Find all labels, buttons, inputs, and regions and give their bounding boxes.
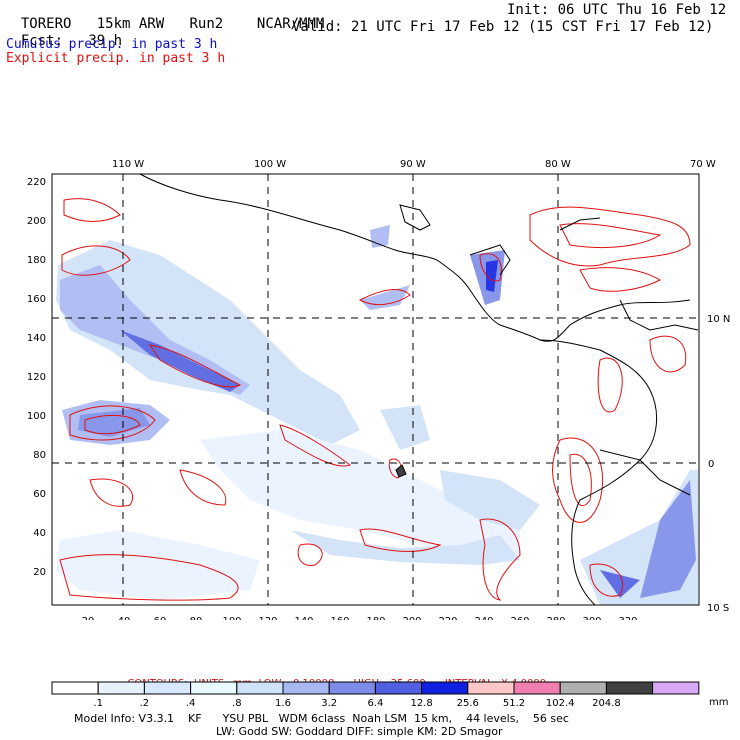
y-tick: 200 <box>27 216 46 227</box>
x-tick: 120 <box>258 616 277 620</box>
colorbar-label: 3.2 <box>321 698 337 709</box>
map-plot-area <box>51 173 700 606</box>
colorbar-label: 6.4 <box>367 698 383 709</box>
x-tick: 180 <box>366 616 385 620</box>
colorbar-label: .1 <box>93 698 103 709</box>
x-tick: 60 <box>154 616 167 620</box>
x-tick: 20 <box>82 616 95 620</box>
x-tick: 200 <box>402 616 421 620</box>
colorbar-swatch <box>374 681 423 695</box>
x-tick: 260 <box>510 616 529 620</box>
lat-label-0: 0 <box>708 459 714 470</box>
header-model: TORERO 15km ARW Run2 NCAR/MMM <box>4 3 324 31</box>
colorbar-label: 12.8 <box>410 698 432 709</box>
colorbar-boxes <box>51 681 700 695</box>
x-tick: 100 <box>222 616 241 620</box>
colorbar-swatch <box>559 681 607 695</box>
fcst-label: Fcst: <box>20 33 64 49</box>
colorbar-label: 25.6 <box>457 698 479 709</box>
run-label: Run2 <box>189 16 224 32</box>
field-explicit-label: Explicit precip. in past 3 h <box>6 51 226 66</box>
x-tick: 40 <box>118 616 131 620</box>
field-cumulus-label: Cumulus precip. in past 3 h <box>6 37 218 52</box>
x-tick: 160 <box>330 616 349 620</box>
lat-label-10s: 10 S <box>707 603 729 614</box>
x-tick: 80 <box>190 616 203 620</box>
y-tick: 40 <box>33 528 46 539</box>
y-tick: 180 <box>27 255 46 266</box>
y-tick: 60 <box>33 489 46 500</box>
x-tick: 300 <box>582 616 601 620</box>
colorbar-label: .8 <box>232 698 242 709</box>
colorbar-labels: .1 .2 .4 .8 1.6 3.2 6.4 12.8 25.6 51.2 102.4 204.8 <box>93 698 620 709</box>
resolution: 15km ARW <box>96 16 165 32</box>
colorbar-label: .2 <box>140 698 150 709</box>
colorbar-label: 1.6 <box>275 698 291 709</box>
lon-label-100w: 100 W <box>254 159 286 170</box>
y-tick-labels: 220 200 180 160 140 120 100 80 60 40 20 <box>27 177 46 578</box>
valid-time: Valid: 21 UTC Fri 17 Feb 12 (15 CST Fri … <box>292 19 714 35</box>
colorbar-swatch <box>652 681 700 695</box>
colorbar: .1.2.4.8 1.6 3.2 6.4 12.8 25.6 51.2 102.4 204.8 … <box>51 681 728 709</box>
y-tick: 160 <box>27 294 46 305</box>
latlon-grid <box>52 174 699 605</box>
model-info-line1: Model Info: V3.3.1 KF YSU PBL WDM 6class… <box>74 712 569 725</box>
lon-label-110w: 110 W <box>112 159 144 170</box>
y-tick: 80 <box>33 450 46 461</box>
forecast-hour: Fcst: 39 h <box>4 20 122 48</box>
init-time: Init: 06 UTC Thu 16 Feb 12 <box>507 2 727 18</box>
x-tick: 280 <box>546 616 565 620</box>
x-tick: 140 <box>294 616 313 620</box>
lon-label-90w: 90 W <box>400 159 426 170</box>
colorbar-swatch <box>421 681 469 695</box>
colorbar-label: .4 <box>186 698 196 709</box>
colorbar-label: 204.8 <box>592 698 621 709</box>
colorbar-swatch <box>328 681 376 695</box>
model-name: TORERO <box>20 16 72 32</box>
colorbar-swatch <box>282 681 330 695</box>
colorbar-label: 51.2 <box>503 698 525 709</box>
x-tick-labels: 20 40 60 80 100 120 140 160 180 200 220 … <box>82 616 638 620</box>
lon-label-80w: 80 W <box>545 159 571 170</box>
colorbar-swatch <box>190 681 238 695</box>
fcst-value: 39 h <box>88 33 123 49</box>
explicit-precip-contours <box>59 198 691 601</box>
colorbar-swatch <box>467 681 515 695</box>
precip-map: 110 W 100 W 90 W 80 W 70 W <box>27 159 730 620</box>
y-tick: 120 <box>27 372 46 383</box>
lon-label-70w: 70 W <box>690 159 716 170</box>
lat-label-10n: 10 N <box>707 314 730 325</box>
x-tick: 220 <box>438 616 457 620</box>
colorbar-swatch <box>605 681 654 695</box>
model-info-line2: LW: Godd SW: Goddard DIFF: simple KM: 2D… <box>216 725 503 738</box>
colorbar-swatch <box>143 681 192 695</box>
colorbar-swatch <box>236 681 284 695</box>
colorbar-unit: mm <box>709 697 728 708</box>
colorbar-swatch <box>513 681 561 695</box>
x-tick: 320 <box>618 616 637 620</box>
y-tick: 140 <box>27 333 46 344</box>
y-tick: 220 <box>27 177 46 188</box>
colorbar-label: 102.4 <box>546 698 575 709</box>
colorbar-swatch <box>51 681 99 695</box>
map-frame <box>51 173 700 606</box>
coastlines <box>139 173 699 606</box>
colorbar-swatch <box>97 681 145 695</box>
org-label: NCAR/MMM <box>256 16 325 32</box>
y-tick: 20 <box>33 567 46 578</box>
x-tick: 240 <box>474 616 493 620</box>
y-tick: 100 <box>27 411 46 422</box>
